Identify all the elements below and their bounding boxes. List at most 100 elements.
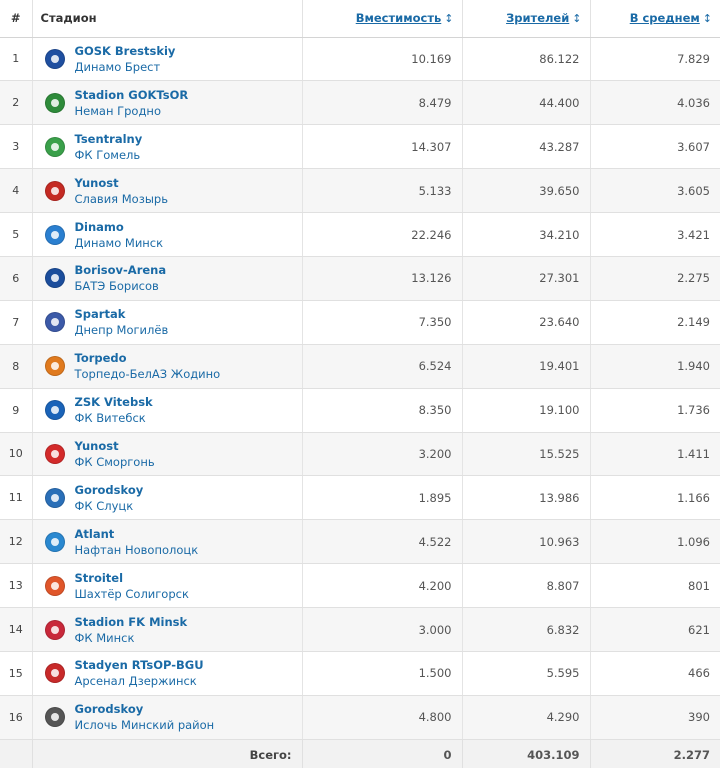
stadium-cell: Gorodskoy Ислочь Минский район — [32, 695, 303, 740]
sort-attendance-link[interactable]: Зрителей — [506, 11, 570, 26]
row-rank: 13 — [0, 563, 33, 609]
row-rank: 7 — [0, 300, 33, 345]
sort-arrows-icon[interactable]: ↕ — [444, 12, 454, 26]
average-value: 2.275 — [590, 256, 720, 301]
capacity-value: 4.522 — [302, 519, 463, 565]
club-name-link[interactable]: Арсенал Дзержинск — [74, 674, 197, 689]
dnepr-mogilev-crest-icon[interactable] — [44, 312, 65, 333]
stadium-name-link[interactable]: Tsentralny — [74, 131, 143, 146]
stadium-name-link[interactable]: Gorodskoy — [74, 702, 144, 717]
club-name-link[interactable]: ФК Сморгонь — [74, 454, 155, 469]
capacity-value: 4.800 — [302, 695, 463, 740]
stadium-name-link[interactable]: Torpedo — [74, 351, 127, 366]
table-row: 8 Torpedo Торпедо-БелАЗ Жодино 6.524 19.401 1… — [0, 344, 720, 389]
table-row: 7 Spartak Днепр Могилёв 7.350 23.640 2.149 — [0, 300, 720, 345]
club-name-link[interactable]: Неман Гродно — [74, 103, 161, 118]
column-header-capacity[interactable]: Вместимость ↕ — [302, 0, 463, 38]
fc-gomel-crest-icon[interactable] — [44, 136, 65, 157]
fc-minsk-crest-icon[interactable] — [44, 619, 65, 640]
stadium-cell: Gorodskoy ФК Слуцк — [32, 475, 303, 521]
average-value: 2.149 — [590, 300, 720, 345]
club-name-link[interactable]: Динамо Брест — [74, 59, 161, 74]
club-name-link[interactable]: ФК Гомель — [74, 147, 141, 162]
attendance-value: 27.301 — [462, 256, 591, 301]
isloch-crest-icon[interactable] — [44, 707, 65, 728]
attendance-value: 10.963 — [462, 519, 591, 565]
stadium-name-link[interactable]: Stadion FK Minsk — [74, 614, 188, 629]
row-rank: 12 — [0, 519, 33, 565]
row-rank: 4 — [0, 168, 33, 214]
club-name-link[interactable]: ФК Минск — [74, 630, 135, 645]
club-name-link[interactable]: Славия Мозырь — [74, 191, 168, 206]
sort-arrows-icon[interactable]: ↕ — [702, 12, 712, 26]
row-rank: 10 — [0, 432, 33, 477]
average-value: 1.736 — [590, 388, 720, 433]
average-value: 4.036 — [590, 80, 720, 126]
average-value: 1.096 — [590, 519, 720, 565]
stadium-name-link[interactable]: Borisov-Arena — [74, 263, 167, 278]
footer-empty-cell — [0, 738, 33, 768]
torpedo-belaz-crest-icon[interactable] — [44, 356, 65, 377]
attendance-value: 86.122 — [462, 37, 591, 82]
stadium-name-link[interactable]: Yunost — [74, 175, 119, 190]
table-row: 13 Stroitel Шахтёр Солигорск 4.200 8.807 801 — [0, 563, 720, 609]
stadium-name-link[interactable]: Spartak — [74, 307, 126, 322]
stadium-cell: GOSK Brestskiy Динамо Брест — [32, 37, 303, 82]
table-row: 11 Gorodskoy ФК Слуцк 1.895 13.986 1.166 — [0, 475, 720, 521]
stadium-name-link[interactable]: Stroitel — [74, 570, 124, 585]
shakhtyor-crest-icon[interactable] — [44, 575, 65, 596]
fc-vitebsk-crest-icon[interactable] — [44, 400, 65, 421]
column-header-rank: # — [0, 0, 33, 38]
stadium-name-link[interactable]: ZSK Vitebsk — [74, 395, 153, 410]
total-label: Всего: — [32, 738, 303, 768]
row-rank: 14 — [0, 607, 33, 652]
club-name-link[interactable]: Нафтан Новополоцк — [74, 542, 199, 557]
average-value: 1.166 — [590, 475, 720, 521]
average-value: 1.411 — [590, 432, 720, 477]
arsenal-dzerzhinsk-crest-icon[interactable] — [44, 663, 65, 684]
column-header-average[interactable]: В среднем ↕ — [590, 0, 720, 38]
stadium-name-link[interactable]: GOSK Brestskiy — [74, 43, 176, 58]
attendance-value: 4.290 — [462, 695, 591, 740]
row-rank: 1 — [0, 37, 33, 82]
capacity-value: 10.169 — [302, 37, 463, 82]
fc-smorgon-crest-icon[interactable] — [44, 443, 65, 464]
club-name-link[interactable]: Динамо Минск — [74, 235, 164, 250]
sort-arrows-icon[interactable]: ↕ — [572, 12, 582, 26]
stadium-cell: Stadyen RTsOP-BGU Арсенал Дзержинск — [32, 651, 303, 696]
capacity-value: 6.524 — [302, 344, 463, 389]
club-name-link[interactable]: ФК Слуцк — [74, 498, 134, 513]
stadium-name-link[interactable]: Atlant — [74, 526, 115, 541]
row-rank: 5 — [0, 212, 33, 257]
row-rank: 9 — [0, 388, 33, 433]
naftan-crest-icon[interactable] — [44, 531, 65, 552]
fc-slutsk-crest-icon[interactable] — [44, 487, 65, 508]
row-rank: 6 — [0, 256, 33, 301]
capacity-value: 5.133 — [302, 168, 463, 214]
dinamo-brest-crest-icon[interactable] — [44, 48, 65, 69]
row-rank: 11 — [0, 475, 33, 521]
capacity-value: 3.200 — [302, 432, 463, 477]
neman-grodno-crest-icon[interactable] — [44, 92, 65, 113]
club-name-link[interactable]: Торпедо-БелАЗ Жодино — [74, 367, 221, 382]
table-row: 14 Stadion FK Minsk ФК Минск 3.000 6.832 621 — [0, 607, 720, 652]
sort-average-link[interactable]: В среднем — [629, 11, 700, 26]
club-name-link[interactable]: Ислочь Минский район — [74, 718, 215, 733]
stadium-name-link[interactable]: Dinamo — [74, 219, 124, 234]
club-name-link[interactable]: ФК Витебск — [74, 411, 146, 426]
table-row: 2 Stadion GOKTsOR Неман Гродно 8.479 44.400 4… — [0, 80, 720, 126]
dinamo-minsk-crest-icon[interactable] — [44, 224, 65, 245]
bate-borisov-crest-icon[interactable] — [44, 268, 65, 289]
stadium-name-link[interactable]: Stadyen RTsOP-BGU — [74, 658, 204, 673]
stadium-name-link[interactable]: Yunost — [74, 438, 119, 453]
club-name-link[interactable]: Шахтёр Солигорск — [74, 586, 189, 601]
capacity-value: 13.126 — [302, 256, 463, 301]
club-name-link[interactable]: Днепр Могилёв — [74, 323, 169, 338]
stadium-name-link[interactable]: Gorodskoy — [74, 482, 144, 497]
club-name-link[interactable]: БАТЭ Борисов — [74, 279, 159, 294]
table-row: 5 Dinamo Динамо Минск 22.246 34.210 3.421 — [0, 212, 720, 257]
column-header-attendance[interactable]: Зрителей ↕ — [462, 0, 591, 38]
sort-capacity-link[interactable]: Вместимость — [355, 11, 442, 26]
stadium-name-link[interactable]: Stadion GOKTsOR — [74, 87, 189, 102]
slavia-mozyr-crest-icon[interactable] — [44, 180, 65, 201]
